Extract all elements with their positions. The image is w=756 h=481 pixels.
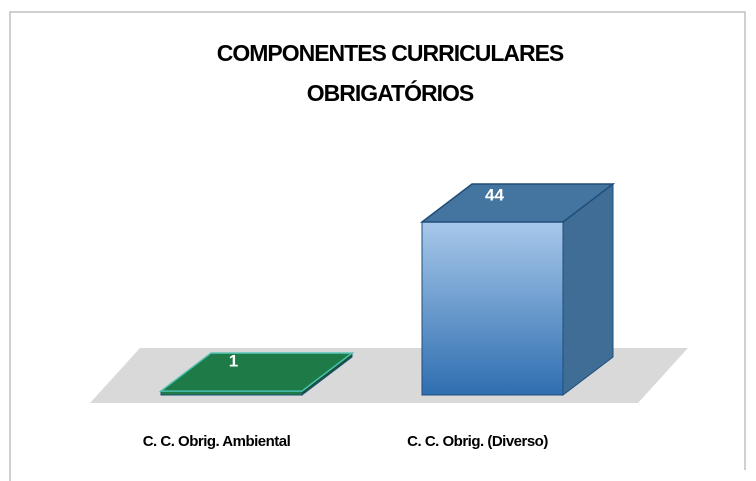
bar-top (158, 352, 355, 392)
bar (421, 221, 564, 396)
data-label: 1 (229, 352, 238, 371)
chart-title: OBRIGATÓRIOS (307, 79, 474, 106)
x-tick-label: C. C. Obrig. (Diverso) (407, 433, 548, 450)
x-tick-label: C. C. Obrig. Ambiental (143, 433, 291, 450)
data-label: 44 (485, 185, 504, 204)
bar-top (419, 183, 616, 223)
frame (9, 11, 746, 481)
chart-title: COMPONENTES CURRICULARES (217, 40, 564, 66)
